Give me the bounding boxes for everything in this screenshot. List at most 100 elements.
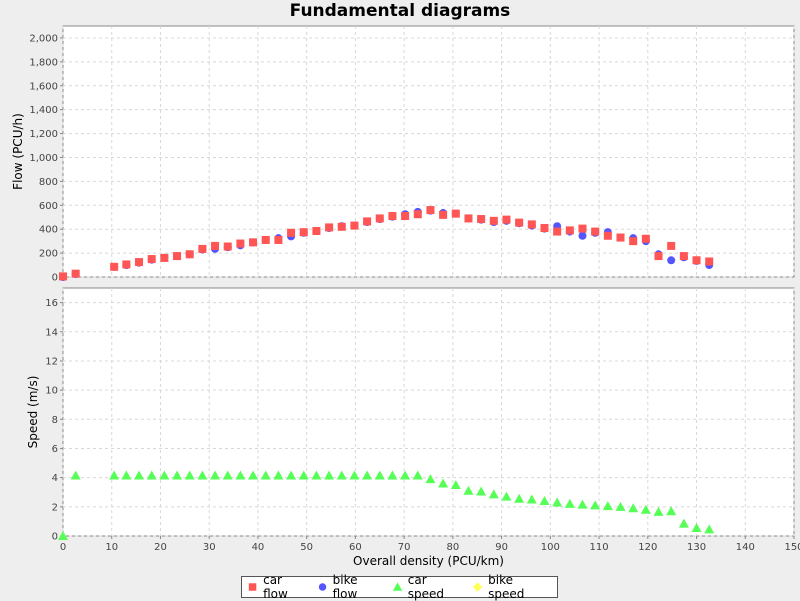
car-flow-point	[527, 220, 536, 229]
car-speed-point	[678, 518, 689, 528]
x-tick-label: 30	[203, 542, 216, 553]
y-tick-label: 600	[39, 201, 58, 212]
y-tick-label: 800	[39, 177, 58, 188]
x-tick-label: 80	[446, 542, 459, 553]
car-flow-point	[692, 256, 701, 265]
car-flow-point	[71, 269, 80, 278]
y-tick-label: 8	[52, 415, 58, 426]
x-tick-label: 50	[300, 542, 313, 553]
car-flow-point	[388, 212, 397, 221]
car-speed-point	[146, 470, 157, 480]
y-tick-label: 1,000	[29, 153, 58, 164]
car-flow-point	[223, 242, 232, 251]
x-tick-label: 130	[687, 542, 706, 553]
car-speed-point	[311, 470, 322, 480]
car-speed-point	[210, 470, 221, 480]
x-tick-label: 90	[495, 542, 508, 553]
x-tick-label: 140	[736, 542, 755, 553]
car-speed-point	[450, 479, 461, 489]
car-speed-point	[172, 470, 183, 480]
y-tick-label: 1,400	[29, 105, 58, 116]
flow-panel: 0 200 400 600 800 1,000 1,200 1,400 1,600 1,800 2,…	[11, 25, 795, 284]
car-speed-point	[552, 497, 563, 507]
car-speed-point	[425, 474, 436, 484]
y-axis-label: Flow (PCU/h)	[11, 113, 25, 190]
y-tick-label: 12	[45, 356, 58, 367]
triangle-marker-icon	[392, 582, 402, 591]
car-flow-point	[565, 226, 574, 235]
x-tick-label: 10	[105, 542, 118, 553]
car-speed-point	[476, 486, 487, 496]
x-tick-label: 20	[154, 542, 167, 553]
x-axis-label: Overall density (PCU/km)	[353, 554, 504, 568]
car-flow-point	[439, 210, 448, 219]
car-speed-point	[197, 470, 208, 480]
car-flow-point	[160, 253, 169, 262]
car-speed-point	[109, 470, 120, 480]
car-flow-point	[122, 260, 131, 269]
car-flow-point	[299, 228, 308, 237]
y-tick-label: 1,200	[29, 129, 58, 140]
car-flow-point	[477, 215, 486, 224]
car-speed-point	[349, 470, 360, 480]
car-flow-point	[110, 262, 119, 271]
car-speed-point	[666, 506, 677, 516]
car-speed-point	[602, 501, 613, 511]
car-flow-point	[59, 272, 67, 281]
car-flow-point	[375, 214, 384, 223]
y-tick-label: 6	[52, 444, 58, 455]
car-speed-point	[387, 470, 398, 480]
car-flow-point	[274, 235, 283, 244]
car-flow-point	[679, 252, 688, 261]
car-speed-point	[260, 470, 271, 480]
y-tick-label: 2,000	[29, 33, 58, 44]
square-marker-icon	[248, 583, 257, 591]
y-tick-label: 4	[52, 473, 58, 484]
car-flow-point	[591, 227, 600, 236]
car-flow-point	[426, 206, 435, 215]
car-speed-point	[615, 501, 626, 511]
car-flow-point	[667, 241, 676, 250]
car-flow-point	[629, 237, 638, 246]
circle-marker-icon	[318, 583, 326, 591]
car-flow-point	[185, 250, 194, 259]
car-flow-point	[211, 241, 220, 250]
car-speed-point	[514, 493, 525, 503]
y-tick-label: 2	[52, 502, 58, 513]
y-tick-label: 1,600	[29, 81, 58, 92]
y-tick-label: 1,800	[29, 57, 58, 68]
car-flow-point	[641, 234, 650, 243]
car-flow-point	[464, 214, 473, 223]
car-speed-point	[691, 522, 702, 532]
car-speed-point	[58, 531, 68, 540]
car-flow-point	[451, 209, 460, 218]
car-flow-point	[350, 221, 359, 230]
car-flow-point	[261, 235, 270, 244]
car-speed-point	[501, 491, 512, 501]
car-flow-point	[540, 223, 549, 232]
legend-label: bike speed	[488, 573, 525, 601]
car-speed-point	[590, 500, 601, 510]
car-flow-point	[287, 228, 296, 237]
x-tick-label: 40	[252, 542, 265, 553]
plot-area	[62, 25, 795, 278]
car-flow-point	[578, 224, 587, 233]
legend-label: car flow	[263, 573, 288, 601]
y-tick-label: 14	[45, 327, 58, 338]
y-tick-label: 10	[45, 386, 58, 397]
car-flow-point	[249, 238, 258, 247]
car-speed-point	[704, 524, 715, 534]
car-speed-point	[273, 470, 284, 480]
car-speed-point	[539, 495, 550, 505]
car-flow-point	[616, 233, 625, 242]
legend-item-car-speed: car speed	[391, 573, 463, 601]
x-tick-label: 100	[541, 542, 560, 553]
x-tick-label: 150	[784, 542, 800, 553]
car-speed-point	[362, 470, 373, 480]
car-flow-point	[654, 252, 663, 261]
car-speed-point	[653, 506, 664, 516]
car-speed-point	[222, 470, 233, 480]
car-flow-point	[135, 258, 144, 267]
car-flow-point	[198, 244, 207, 253]
car-speed-point	[248, 470, 259, 480]
